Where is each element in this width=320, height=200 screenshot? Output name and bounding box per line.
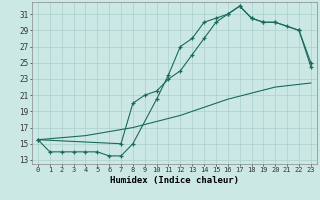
X-axis label: Humidex (Indice chaleur): Humidex (Indice chaleur): [110, 176, 239, 185]
